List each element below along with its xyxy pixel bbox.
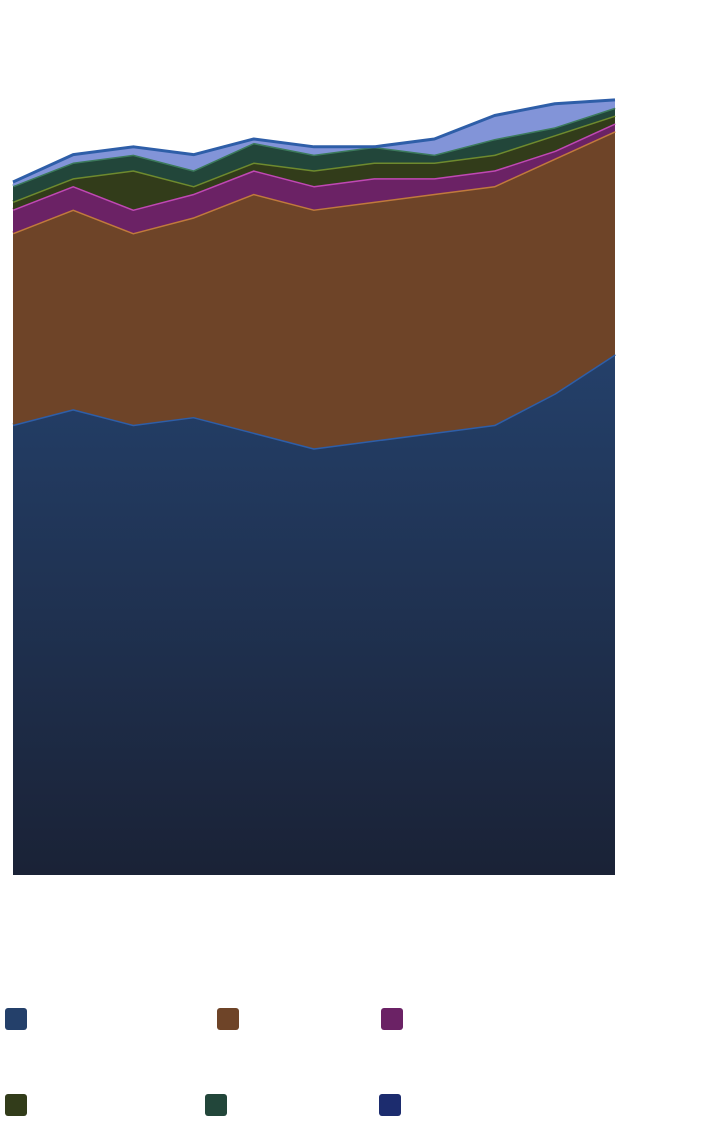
legend (5, 1008, 403, 1116)
legend-swatch-3 (381, 1008, 403, 1030)
legend-swatch-6 (379, 1094, 401, 1116)
area-series-6 (13, 99, 615, 186)
legend-swatch-1 (5, 1008, 27, 1030)
area-series-3 (13, 123, 615, 233)
plot-area (12, 98, 616, 875)
area-series-2 (13, 131, 615, 449)
area-series-1 (13, 354, 615, 875)
legend-swatch-5 (205, 1094, 227, 1116)
area-series-4 (13, 115, 615, 210)
area-series-6-line (12, 98, 616, 184)
legend-swatch-2 (217, 1008, 239, 1030)
legend-swatch-4 (5, 1094, 27, 1116)
